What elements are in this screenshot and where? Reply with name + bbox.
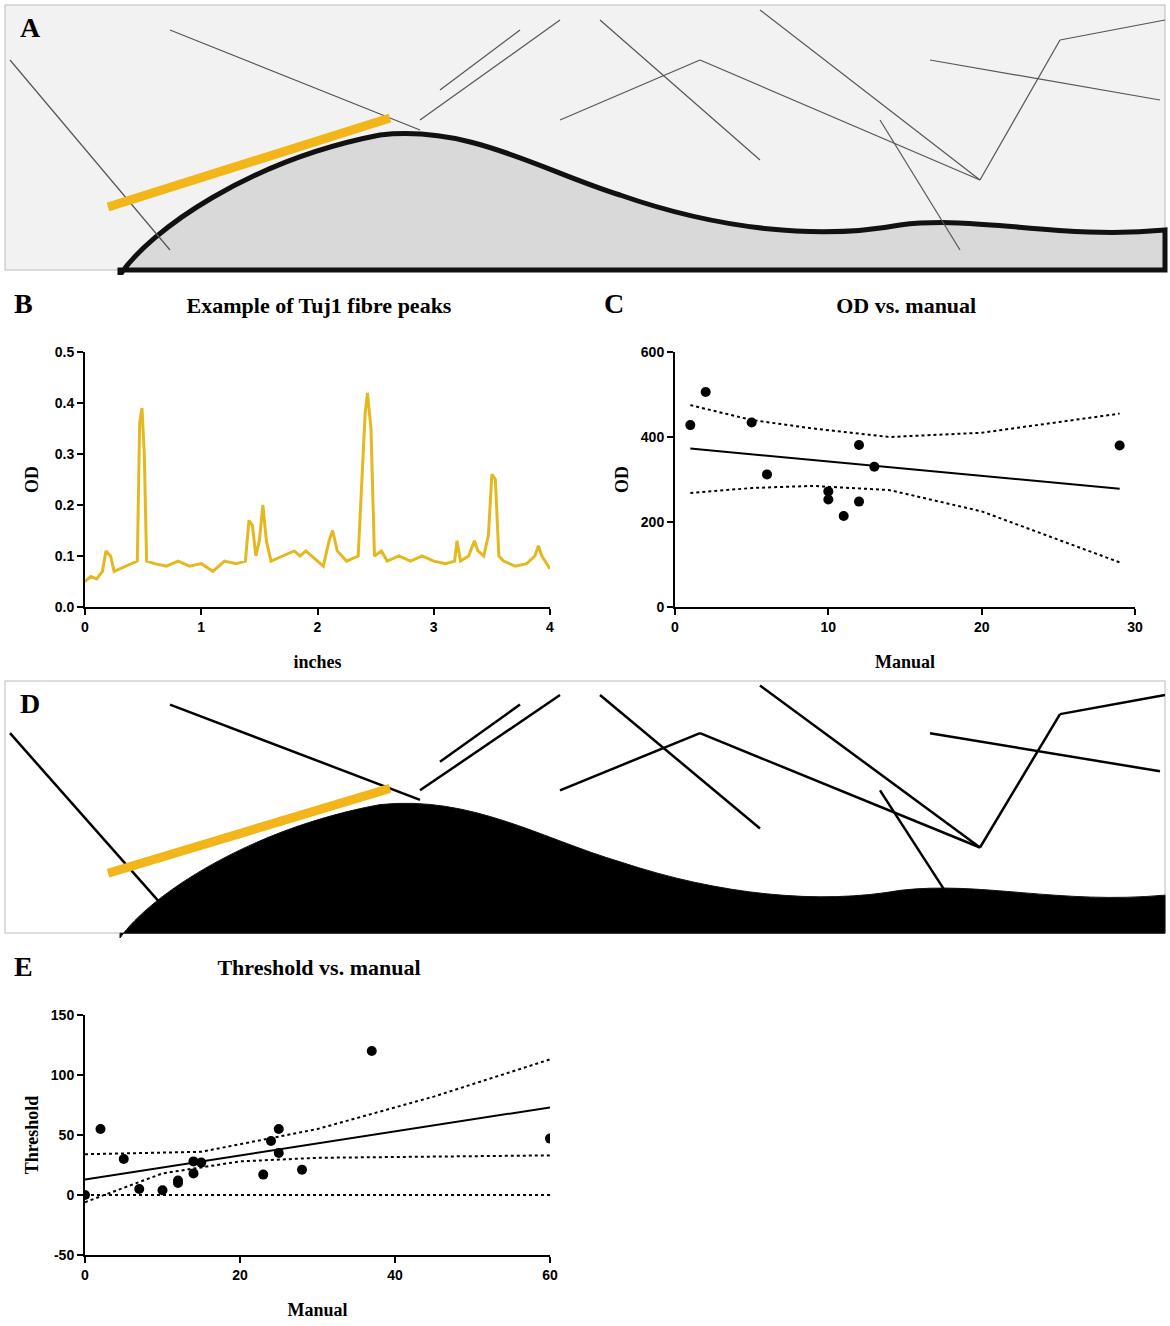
- svg-text:100: 100: [51, 1067, 75, 1083]
- svg-text:Threshold vs. manual: Threshold vs. manual: [217, 955, 420, 980]
- svg-text:0.2: 0.2: [55, 497, 75, 513]
- svg-text:Manual: Manual: [287, 1300, 347, 1320]
- svg-text:OD vs. manual: OD vs. manual: [836, 293, 976, 318]
- svg-text:0: 0: [66, 1187, 74, 1203]
- svg-text:Threshold: Threshold: [22, 1096, 42, 1175]
- svg-text:20: 20: [974, 619, 990, 635]
- html-text:A: A: [20, 12, 41, 43]
- svg-text:Manual: Manual: [875, 652, 935, 672]
- svg-text:30: 30: [1127, 619, 1143, 635]
- svg-text:600: 600: [641, 344, 665, 360]
- svg-text:1: 1: [197, 619, 205, 635]
- html-text:C: C: [604, 288, 625, 319]
- svg-text:Example of Tuj1 fibre peaks: Example of Tuj1 fibre peaks: [187, 293, 452, 318]
- svg-text:150: 150: [51, 1007, 75, 1023]
- svg-text:3: 3: [430, 619, 438, 635]
- svg-text:0: 0: [656, 599, 664, 615]
- svg-text:0.1: 0.1: [55, 548, 75, 564]
- svg-text:60: 60: [542, 1267, 558, 1283]
- svg-text:10: 10: [821, 619, 837, 635]
- svg-text:0.3: 0.3: [55, 446, 75, 462]
- svg-text:0.5: 0.5: [55, 344, 75, 360]
- svg-text:0: 0: [81, 619, 89, 635]
- svg-text:-50: -50: [54, 1247, 74, 1263]
- svg-text:0: 0: [81, 1267, 89, 1283]
- html-text:B: B: [14, 288, 33, 319]
- html-text:D: D: [20, 688, 41, 719]
- svg-text:OD: OD: [612, 466, 632, 493]
- svg-text:0: 0: [671, 619, 679, 635]
- svg-text:2: 2: [314, 619, 322, 635]
- svg-text:0.0: 0.0: [55, 599, 75, 615]
- svg-text:inches: inches: [293, 652, 341, 672]
- svg-text:400: 400: [641, 429, 665, 445]
- svg-text:20: 20: [232, 1267, 248, 1283]
- svg-text:50: 50: [59, 1127, 75, 1143]
- svg-text:0.4: 0.4: [55, 395, 75, 411]
- html-text:E: E: [14, 951, 33, 982]
- svg-text:40: 40: [387, 1267, 403, 1283]
- svg-text:4: 4: [546, 619, 554, 635]
- svg-text:OD: OD: [22, 466, 42, 493]
- svg-text:200: 200: [641, 514, 665, 530]
